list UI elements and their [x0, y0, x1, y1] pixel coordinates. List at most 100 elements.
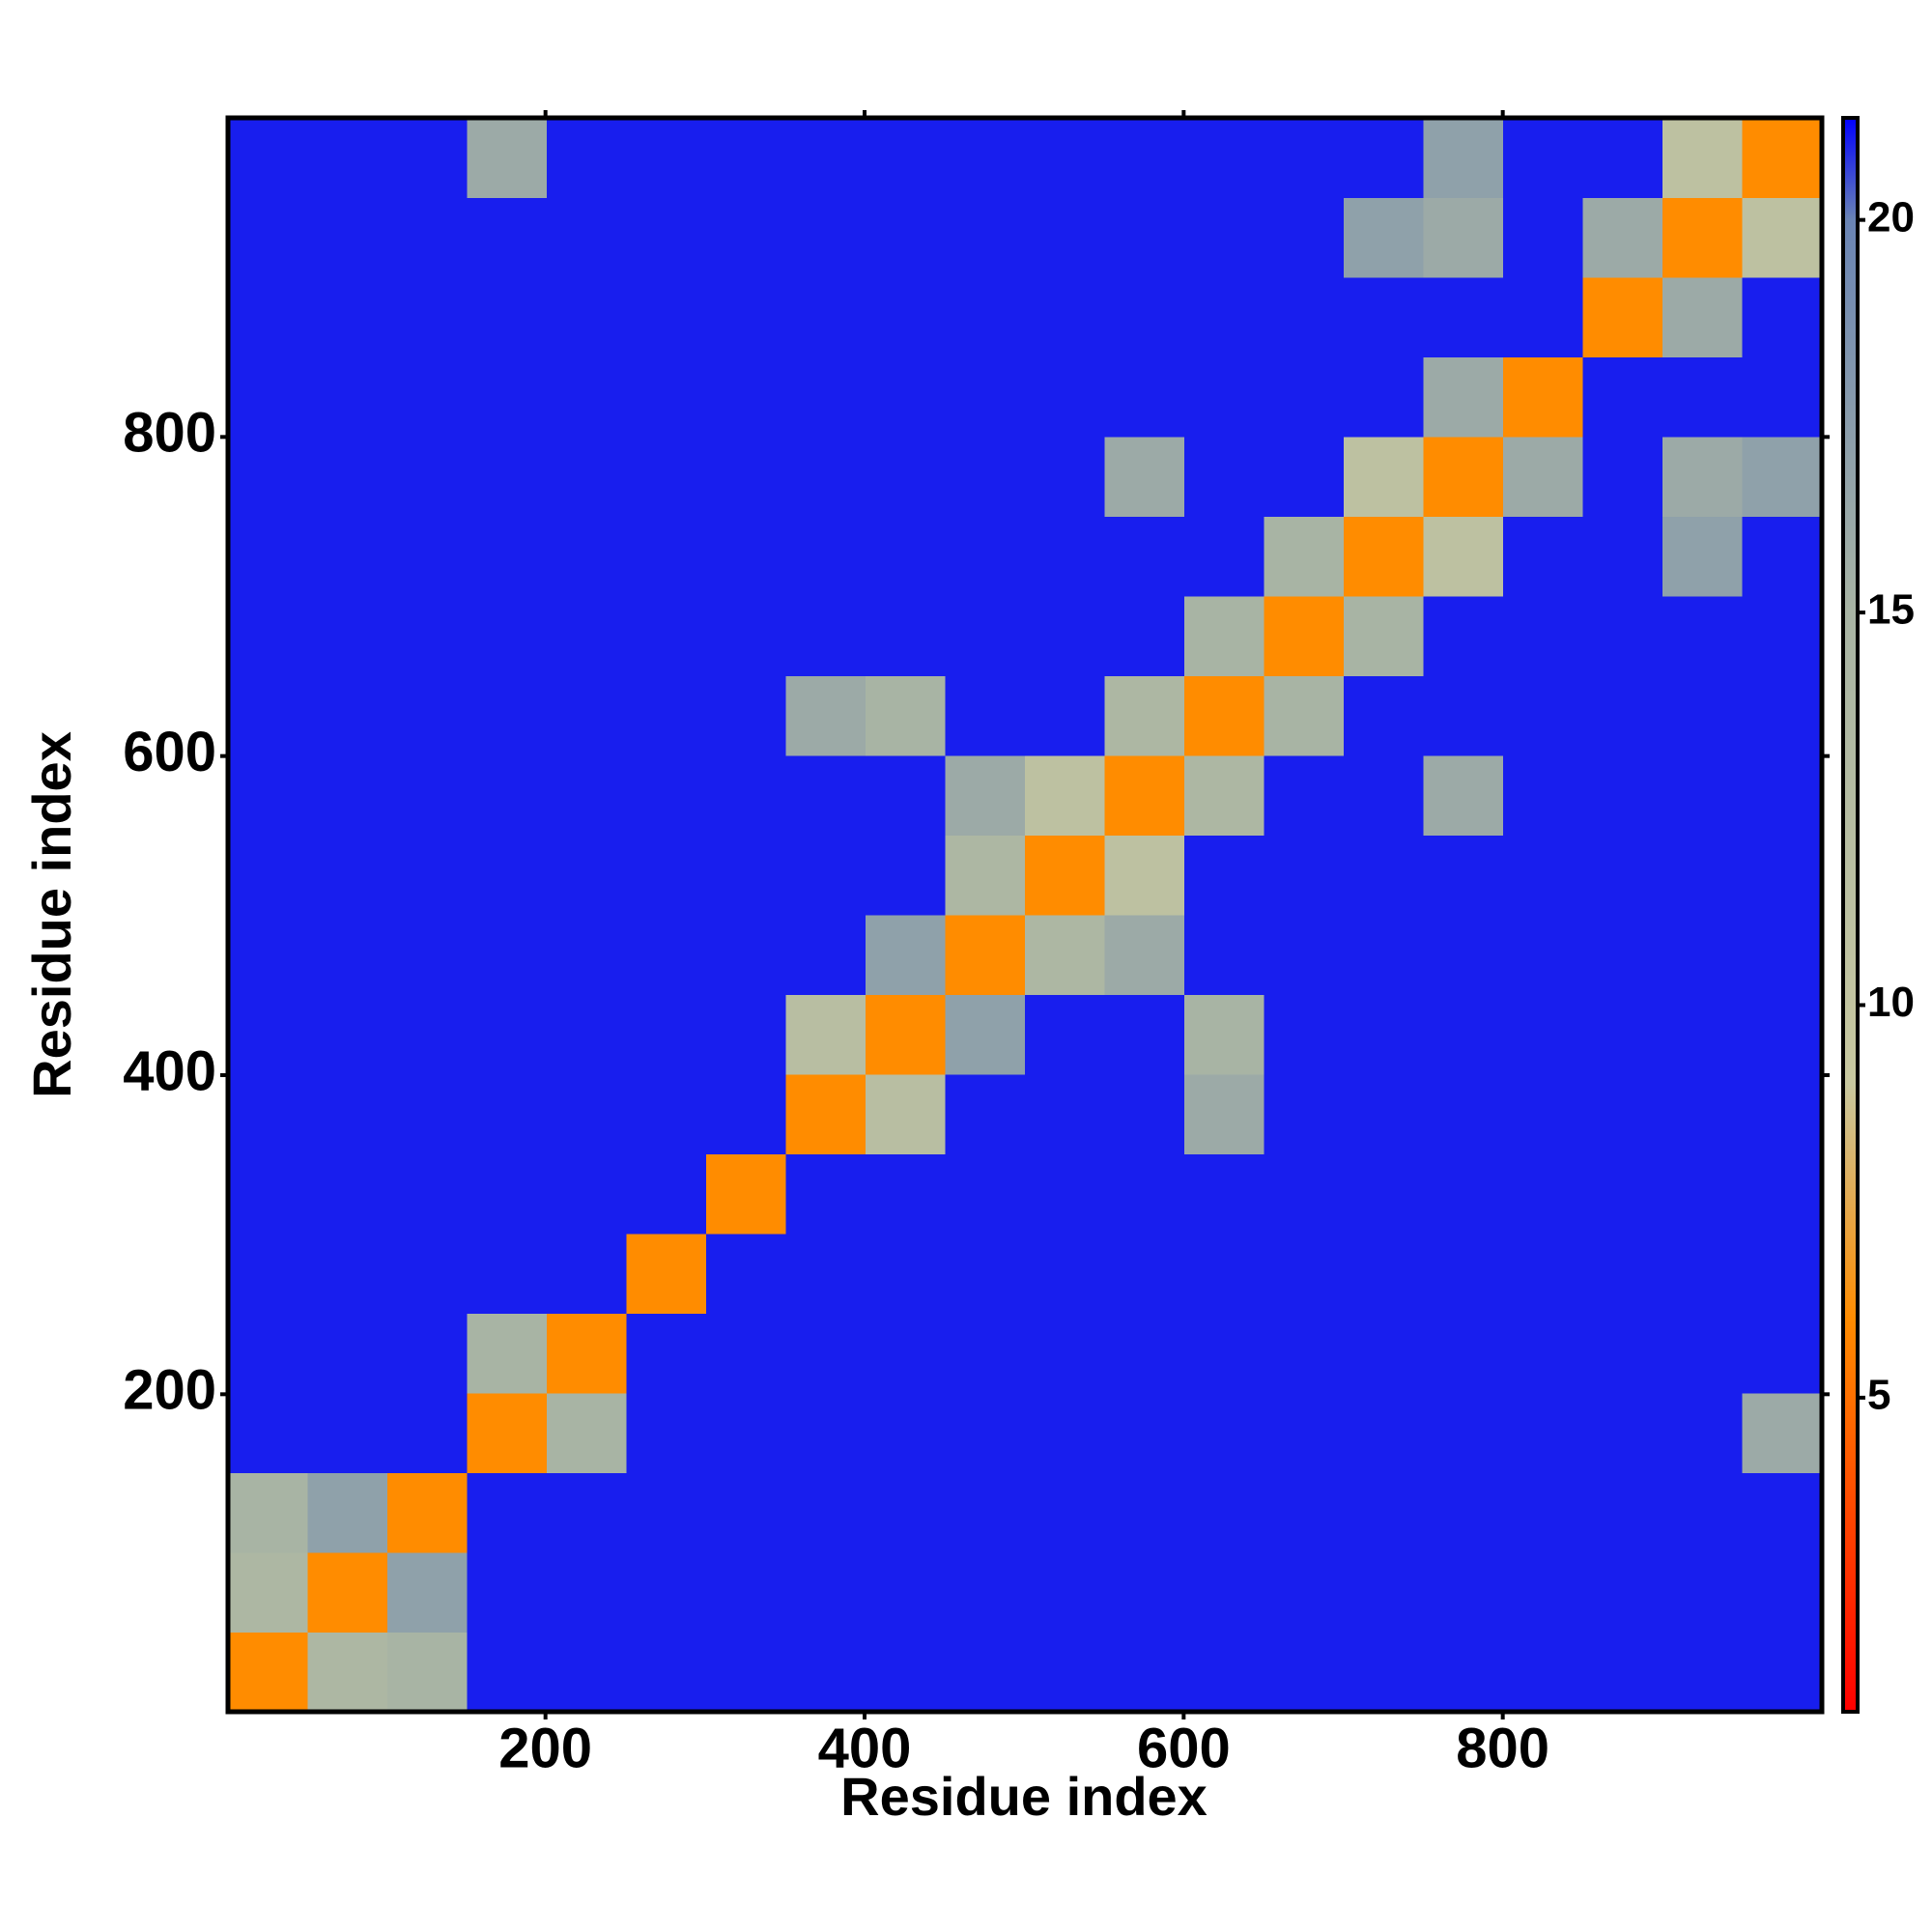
heatmap-cell [1025, 356, 1105, 438]
heatmap-cell [1742, 516, 1823, 597]
heatmap-cell [1104, 516, 1185, 597]
heatmap-cell [945, 675, 1026, 756]
heatmap-cell [467, 277, 548, 357]
heatmap-cell [1344, 1632, 1424, 1713]
heatmap-cell [1423, 197, 1504, 278]
heatmap-cell [387, 1074, 468, 1154]
heatmap-cell [387, 437, 468, 517]
heatmap-cell [1344, 755, 1424, 836]
heatmap-cell [945, 118, 1026, 198]
heatmap-cell [1264, 675, 1345, 756]
heatmap-cell [1344, 596, 1424, 676]
heatmap-cell [1662, 675, 1743, 756]
heatmap-cell [1582, 197, 1663, 278]
heatmap-cell [387, 1153, 468, 1235]
heatmap-cell [307, 835, 388, 916]
heatmap-cell [1582, 277, 1663, 357]
heatmap-cell [1264, 835, 1345, 916]
heatmap-cell [945, 277, 1026, 357]
heatmap-cell [866, 1632, 946, 1713]
heatmap-cell [1423, 1234, 1504, 1314]
heatmap-cell [1184, 118, 1264, 198]
heatmap-cell [1264, 1313, 1345, 1394]
heatmap-cell [945, 835, 1026, 916]
heatmap-cell [785, 516, 867, 597]
heatmap-cell [547, 437, 627, 517]
heatmap-cell [785, 437, 867, 517]
heatmap-cell [1423, 118, 1504, 198]
x-tick-label: 200 [498, 1717, 592, 1779]
heatmap-cell [785, 596, 867, 676]
heatmap-cell [945, 994, 1026, 1075]
heatmap-cell [785, 1234, 867, 1314]
heatmap-cell [467, 1472, 548, 1553]
heatmap-cell [307, 755, 388, 836]
heatmap-cell [1742, 675, 1823, 756]
heatmap-cell [1582, 437, 1663, 517]
heatmap-cell [1503, 1313, 1583, 1394]
heatmap-cell [1582, 1552, 1663, 1633]
heatmap-cell [945, 1552, 1026, 1633]
heatmap-cell [626, 915, 707, 995]
heatmap-cell [785, 994, 867, 1075]
heatmap-cell [1503, 1234, 1583, 1314]
heatmap-cell [1264, 197, 1345, 278]
heatmap-cell [1344, 1472, 1424, 1553]
heatmap-cell [1184, 1552, 1264, 1633]
heatmap-cell [1503, 1393, 1583, 1473]
heatmap-cell [1582, 1472, 1663, 1553]
heatmap-cell [1503, 437, 1583, 517]
heatmap-cell [866, 596, 946, 676]
heatmap-cell [1582, 675, 1663, 756]
colorbar-tick-label: 20 [1867, 193, 1915, 241]
x-tick-label: 800 [1456, 1717, 1549, 1779]
heatmap-cell [387, 596, 468, 676]
heatmap-cell [1025, 1074, 1105, 1154]
heatmap-cell [706, 1632, 786, 1713]
heatmap-cell [945, 516, 1026, 597]
heatmap-cell [1503, 1472, 1583, 1553]
heatmap-cell [1104, 755, 1185, 836]
heatmap-cell [866, 675, 946, 756]
heatmap-cell [785, 197, 867, 278]
heatmap-cell [866, 277, 946, 357]
heatmap-cell [945, 356, 1026, 438]
heatmap-cell [1344, 1234, 1424, 1314]
heatmap-cell [547, 1632, 627, 1713]
heatmap-cell [228, 437, 308, 517]
heatmap-cell [626, 835, 707, 916]
heatmap-cell [1264, 277, 1345, 357]
heatmap-cell [467, 356, 548, 438]
heatmap-cell [307, 1393, 388, 1473]
heatmap-cell [307, 277, 388, 357]
heatmap-cell [866, 437, 946, 517]
heatmap-cell [228, 994, 308, 1075]
heatmap-cell [1184, 437, 1264, 517]
heatmap-cell [1662, 1393, 1743, 1473]
heatmap-cell [1662, 277, 1743, 357]
heatmap-cell [706, 596, 786, 676]
heatmap-cell [307, 356, 388, 438]
heatmap-cell [706, 835, 786, 916]
heatmap-cell [866, 1393, 946, 1473]
heatmap-cell [1742, 437, 1823, 517]
heatmap-cell [228, 1393, 308, 1473]
heatmap-cell [1423, 835, 1504, 916]
heatmap-cell [626, 1632, 707, 1713]
heatmap-cell [1184, 197, 1264, 278]
heatmap-cell [785, 1074, 867, 1154]
heatmap-cell [866, 1074, 946, 1154]
heatmap-cell [945, 1472, 1026, 1553]
y-tick-label: 200 [123, 1359, 216, 1422]
heatmap-cell [1025, 994, 1105, 1075]
heatmap-cell [1423, 516, 1504, 597]
heatmap-cell [1503, 596, 1583, 676]
heatmap-cell [1423, 1393, 1504, 1473]
heatmap-cell [1503, 1632, 1583, 1713]
heatmap-cell [785, 1153, 867, 1235]
heatmap-cell [1582, 596, 1663, 676]
heatmap-cell [1104, 1552, 1185, 1633]
heatmap-cell [228, 1234, 308, 1314]
heatmap-cell [1104, 277, 1185, 357]
heatmap-cell [228, 356, 308, 438]
